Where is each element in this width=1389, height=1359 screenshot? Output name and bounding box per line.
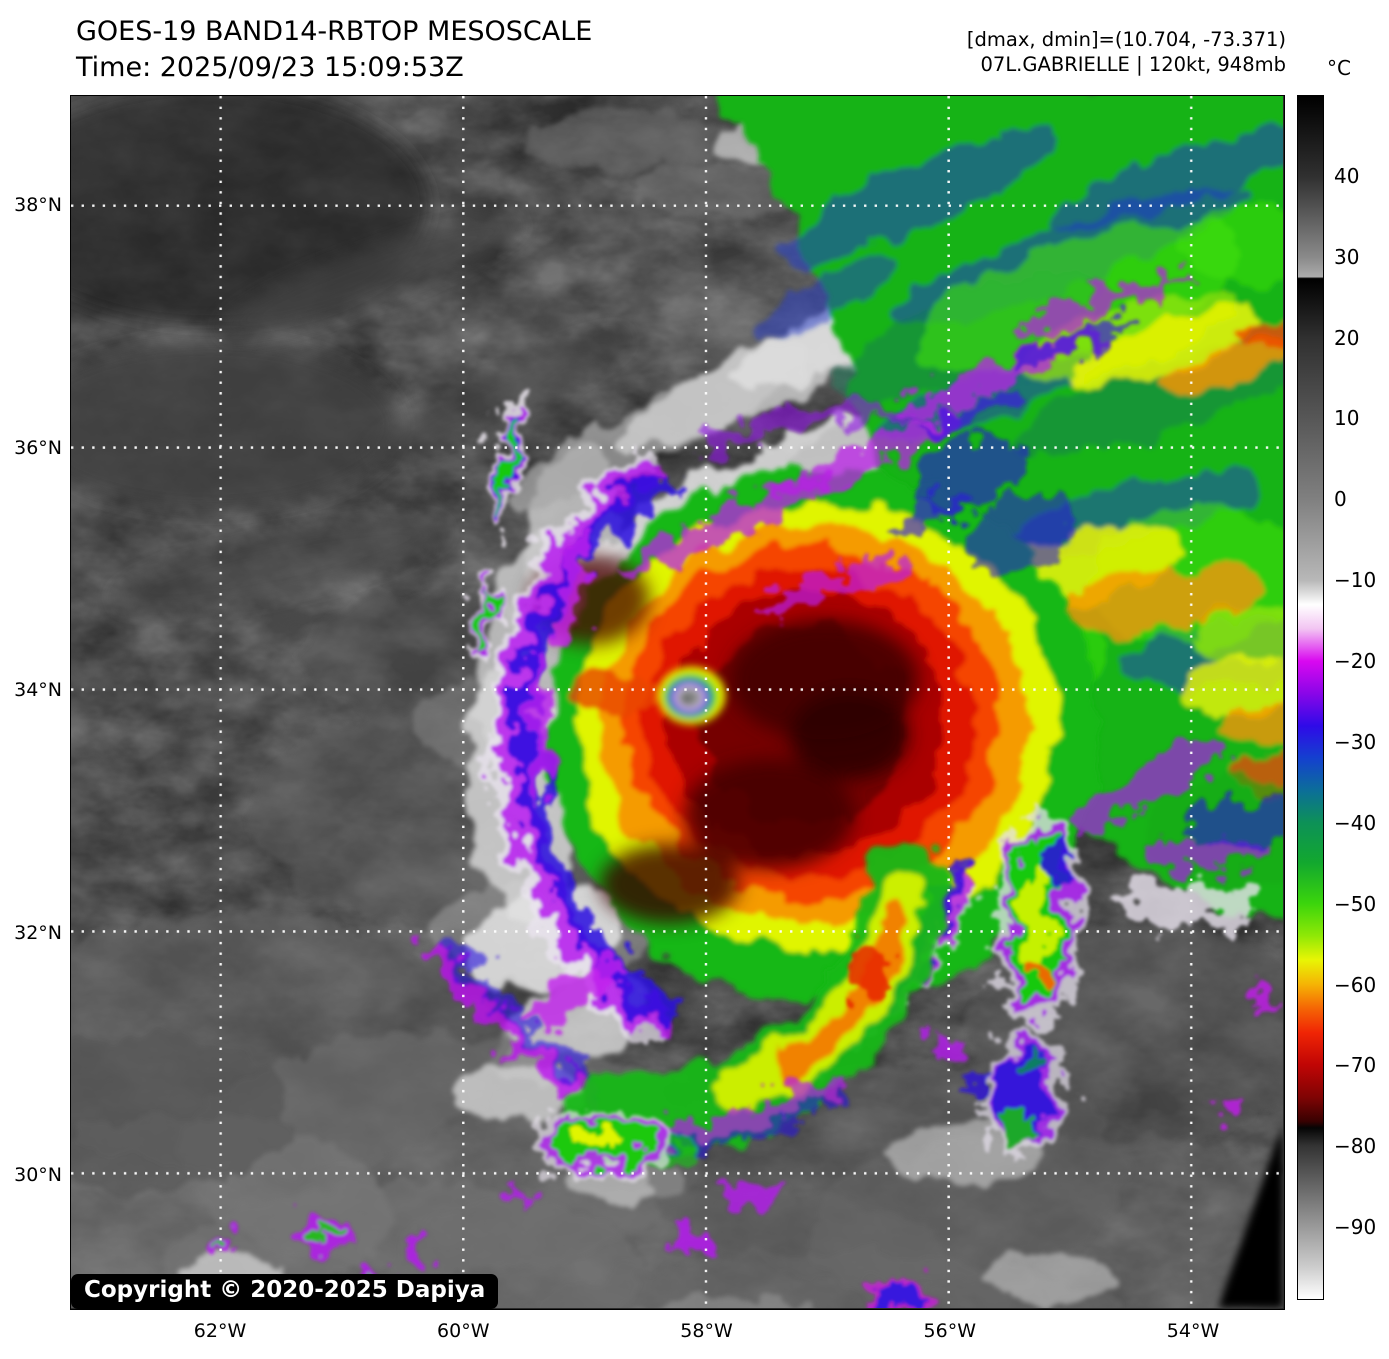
lat-label-32N: 32°N	[14, 921, 62, 944]
colorbar-tick-20: 20	[1334, 325, 1360, 350]
lon-label-54W: 54°W	[1166, 1320, 1220, 1342]
colorbar-tick--90: −90	[1334, 1215, 1377, 1240]
colorbar-tick--80: −80	[1334, 1134, 1377, 1159]
storm-annotation: [dmax, dmin]=(10.704, -73.371) 07L.GABRI…	[967, 27, 1286, 77]
grid-overlay	[71, 96, 1283, 1308]
colorbar-tick--60: −60	[1334, 972, 1377, 997]
storm-intensity-label: 07L.GABRIELLE | 120kt, 948mb	[980, 53, 1287, 76]
colorbar-tick--70: −70	[1334, 1053, 1377, 1078]
southern-convection-blobs	[202, 396, 1276, 1308]
lat-label-38N: 38°N	[14, 194, 62, 216]
satellite-image	[71, 96, 1283, 1308]
lon-label-56W: 56°W	[923, 1320, 976, 1342]
satellite-map: Copyright © 2020-2025 Dapiya	[70, 95, 1285, 1310]
hurricane-eye	[657, 666, 726, 725]
lon-label-62W: 62°W	[193, 1320, 247, 1342]
temperature-colorbar	[1297, 95, 1324, 1300]
colorbar-tick--50: −50	[1334, 891, 1377, 916]
copyright-badge: Copyright © 2020-2025 Dapiya	[71, 1274, 499, 1309]
lat-label-30N: 30°N	[14, 1164, 62, 1186]
colorbar-tick--30: −30	[1334, 729, 1377, 754]
colorbar-tick-0: 0	[1334, 487, 1347, 512]
colorbar-tick-10: 10	[1334, 406, 1360, 431]
colorbar-unit-label: °C	[1327, 56, 1351, 80]
cirrus-purple-fringes	[522, 272, 1283, 1027]
lon-label-58W: 58°W	[680, 1320, 733, 1342]
colorbar-tick--40: −40	[1334, 810, 1377, 835]
dmax-dmin-label: [dmax, dmin]=(10.704, -73.371)	[966, 28, 1286, 51]
hurricane-dark-core	[529, 554, 919, 924]
colorbar-tick-30: 30	[1334, 244, 1360, 269]
timestamp-label: Time: 2025/09/23 15:09:53Z	[76, 52, 464, 83]
colorbar-tick--20: −20	[1334, 649, 1377, 674]
lat-label-36N: 36°N	[14, 436, 62, 459]
page-title: GOES-19 BAND14-RBTOP MESOSCALE	[76, 16, 593, 47]
colorbar-tick--10: −10	[1334, 568, 1377, 593]
lat-label-34N: 34°N	[14, 679, 62, 701]
colorbar-tick-40: 40	[1334, 163, 1360, 188]
lon-label-60W: 60°W	[437, 1320, 490, 1342]
